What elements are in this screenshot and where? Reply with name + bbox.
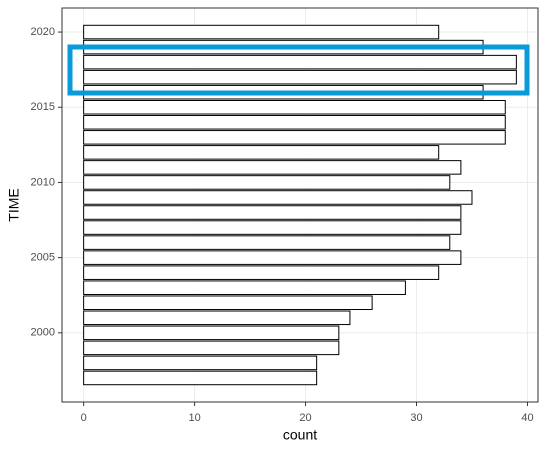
bar <box>83 310 351 326</box>
bar <box>83 99 506 115</box>
bar <box>83 69 517 85</box>
y-tick-label: 2000 <box>31 327 55 339</box>
bar <box>83 145 440 160</box>
bar <box>83 340 340 356</box>
x-axis-title: count <box>283 427 317 443</box>
bar <box>83 355 318 371</box>
bar <box>83 115 506 130</box>
y-tick-label: 2010 <box>31 176 55 188</box>
x-tick-label: 0 <box>81 412 87 424</box>
bar <box>83 250 462 265</box>
panel-border <box>61 7 539 403</box>
bar <box>83 205 462 220</box>
bar <box>83 220 462 235</box>
bar <box>83 235 451 250</box>
bar <box>83 265 440 280</box>
y-axis-title: TIME <box>6 188 22 221</box>
bar <box>83 160 462 175</box>
y-tick-label: 2015 <box>31 101 55 113</box>
bar <box>83 370 318 386</box>
y-tick-label: 2005 <box>31 252 55 264</box>
bar <box>83 295 373 311</box>
bar <box>83 24 440 40</box>
x-tick-label: 30 <box>410 412 422 424</box>
highlight-box <box>67 44 530 96</box>
bar <box>83 280 406 295</box>
bar <box>83 54 517 70</box>
bar <box>83 190 473 205</box>
x-tick-label: 10 <box>188 412 200 424</box>
x-tick-label: 20 <box>299 412 311 424</box>
bar <box>83 175 451 190</box>
x-tick-label: 40 <box>521 412 533 424</box>
y-tick-label: 2020 <box>31 26 55 38</box>
bar <box>83 325 340 341</box>
bar <box>83 130 506 145</box>
